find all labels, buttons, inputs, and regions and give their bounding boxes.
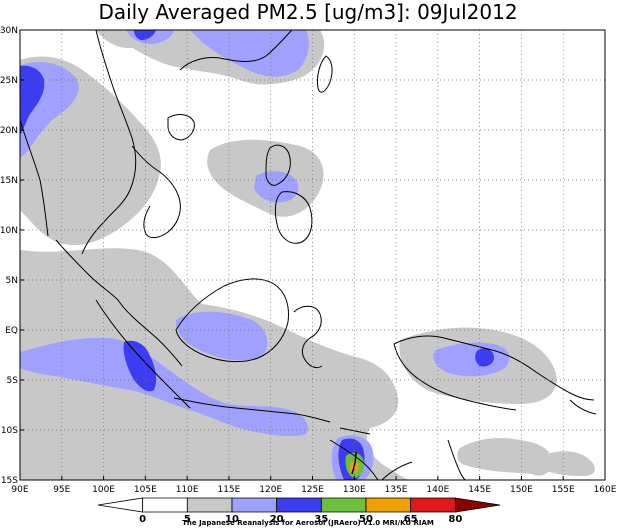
colorbar-swatch [410, 497, 456, 513]
dark-blue-area-bay-of-bengal [20, 65, 45, 136]
x-tick-label: 115E [217, 485, 240, 495]
y-tick-label: EQ [5, 326, 18, 336]
colorbar-level-label: 10 [225, 514, 239, 525]
y-tick-label: 10N [0, 226, 18, 236]
x-tick-label: 90E [11, 485, 28, 495]
coastline-mindanao [274, 191, 313, 244]
x-tick-label: 145E [468, 485, 491, 495]
colorbar-swatch [320, 497, 367, 513]
y-tick-label: 25N [0, 76, 18, 86]
gray-area-east-small [542, 451, 595, 476]
coastline-gulf-of-carpentaria [381, 461, 413, 481]
x-tick-label: 105E [134, 485, 157, 495]
coastline-cape-york [447, 439, 467, 481]
latitude-axis-labels: 30N 25N 20N 15N 10N 5N EQ 5S 10S 15S [0, 26, 18, 486]
coastline-sumatra [95, 299, 191, 409]
coastline-luzon [265, 144, 291, 186]
gray-area-coral-sea [457, 438, 554, 476]
x-tick-label: 160E [594, 485, 617, 495]
credit-text: The Japanese Reanalysis for Aerosol (JRA… [182, 519, 434, 527]
coastline-solomon [569, 399, 597, 415]
coastline-new-guinea-south [393, 343, 517, 411]
colorbar-swatch [454, 497, 501, 513]
map-ticks [19, 29, 606, 481]
chart-title: Daily Averaged PM2.5 [ug/m3]: 09Jul2012 [98, 0, 517, 24]
coastline-arnhem-land [329, 439, 379, 481]
colorbar-level-label: 35 [314, 514, 328, 525]
coastline-indochina [81, 29, 137, 255]
x-tick-label: 130E [343, 485, 366, 495]
colorbar-level-label: 5 [184, 514, 191, 525]
colorbar-level-label: 50 [359, 514, 373, 525]
coastline-south-china [179, 29, 293, 71]
x-tick-label: 100E [92, 485, 115, 495]
map-grid [20, 30, 605, 480]
x-tick-label: 140E [426, 485, 449, 495]
colorbar-swatch [276, 497, 322, 513]
colorbar-swatch [97, 497, 144, 513]
coastline-java [173, 397, 331, 423]
colorbar-level-label: 0 [139, 514, 146, 525]
blue-area-borneo [175, 311, 268, 361]
colorbar-swatch [365, 497, 412, 513]
x-tick-label: 120E [259, 485, 282, 495]
coastline-timor [339, 427, 371, 435]
coastline-taiwan [317, 55, 333, 93]
y-tick-label: 15N [0, 176, 18, 186]
map-panel [19, 29, 606, 481]
dark-blue-area-sumatra [123, 340, 157, 392]
dark-blue-area-new-guinea-small [475, 348, 494, 367]
y-tick-label: 15S [1, 476, 18, 486]
y-tick-label: 5N [6, 276, 18, 286]
colorbar-swatch [186, 497, 233, 513]
x-tick-label: 155E [552, 485, 575, 495]
x-tick-label: 95E [53, 485, 70, 495]
x-tick-label: 150E [510, 485, 533, 495]
colorbar: 0 5 10 20 35 50 65 80 [97, 497, 501, 525]
coastline-sulawesi [293, 305, 323, 369]
colorbar-level-label: 20 [270, 514, 284, 525]
y-tick-label: 10S [1, 426, 18, 436]
blue-area-south-china-coast [190, 30, 309, 77]
x-tick-label: 135E [385, 485, 408, 495]
coastline-darwin-peninsula [351, 451, 357, 475]
y-tick-label: 5S [7, 376, 19, 386]
colorbar-swatch [142, 497, 188, 513]
coastline-malay-peninsula [55, 239, 183, 367]
coastline-vietnam [131, 145, 181, 239]
y-tick-label: 30N [0, 26, 18, 36]
blue-area-new-guinea [433, 342, 510, 377]
blue-area-java-sea [20, 337, 309, 437]
colorbar-level-label: 80 [448, 514, 462, 525]
x-tick-label: 110E [176, 485, 199, 495]
y-tick-label: 20N [0, 126, 18, 136]
coastline-borneo [175, 278, 289, 363]
x-tick-label: 125E [301, 485, 324, 495]
blue-area-philippines [254, 171, 299, 203]
coastline-hainan [167, 114, 195, 141]
colorbar-level-label: 65 [404, 514, 418, 525]
dark-blue-area-north-top [134, 30, 156, 40]
colorbar-swatch [231, 497, 278, 513]
coastline-new-guinea-north [393, 335, 595, 401]
longitude-axis-labels: 90E 95E 100E 105E 110E 115E 120E 125E 130E 135E 14… [11, 485, 616, 495]
coastlines [19, 29, 597, 481]
